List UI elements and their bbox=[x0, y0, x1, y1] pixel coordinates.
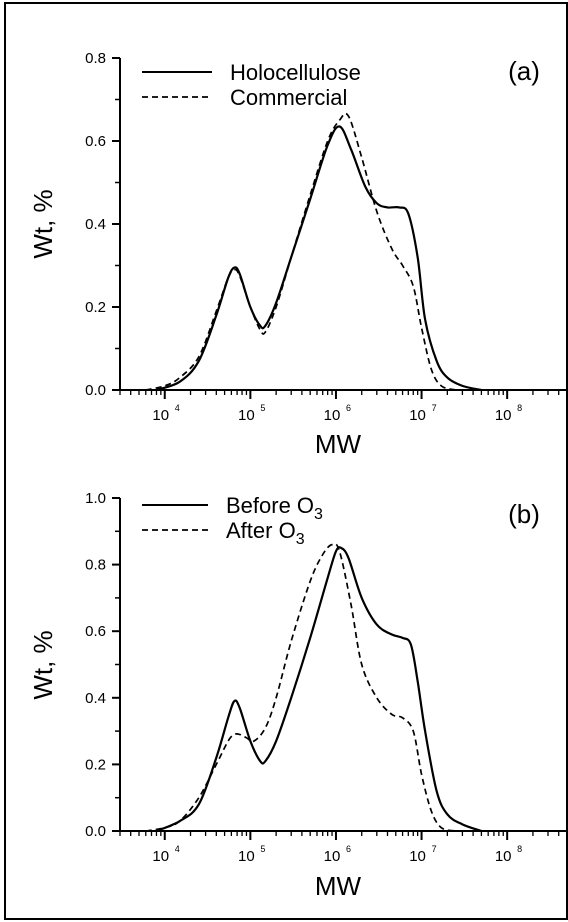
panel-a-tag: (a) bbox=[508, 56, 540, 86]
panel-b-xtick-label: 10 bbox=[495, 848, 512, 865]
legend-before-o3-label: Before O3 bbox=[226, 493, 323, 523]
panel-a-series-solid-line bbox=[156, 125, 482, 392]
panel-b-plot bbox=[145, 543, 482, 833]
panel-b-series-dashed-line bbox=[145, 543, 456, 832]
panel-a-axes: 0.0 0.2 0.4 0.6 0.8 10 4 10 5 10 6 10 7 10 8 bbox=[85, 50, 568, 424]
panel-a-plot bbox=[145, 112, 482, 392]
figure-border bbox=[4, 2, 568, 920]
panel-b-xlabel: MW bbox=[315, 871, 362, 901]
panel-b-ytick-label: 1.0 bbox=[85, 490, 106, 507]
panel-a-ylabel: Wt, % bbox=[28, 189, 58, 258]
panel-a-xtick-exponent: 4 bbox=[175, 403, 180, 413]
panel-b-xtick-exponent: 8 bbox=[517, 844, 522, 854]
panel-b-xtick-label: 10 bbox=[324, 848, 341, 865]
panel-a-xtick-exponent: 7 bbox=[432, 403, 437, 413]
panel-a-xtick-label: 10 bbox=[409, 407, 426, 424]
legend-holocellulose-label: Holocellulose bbox=[230, 60, 361, 85]
panel-a-xtick-exponent: 6 bbox=[346, 403, 351, 413]
legend-after-o3-label: After O3 bbox=[226, 518, 305, 548]
panel-a: Wt, % MW (a) Holocellulose Commercial 0.… bbox=[28, 50, 568, 459]
panel-b-xtick-exponent: 7 bbox=[432, 844, 437, 854]
panel-b: Wt, % MW (b) Before O3 After O3 0.00.20.… bbox=[28, 490, 568, 901]
panel-a-xtick-label: 10 bbox=[324, 407, 341, 424]
panel-b-ytick-label: 0.0 bbox=[85, 823, 106, 840]
panel-a-xtick-label: 10 bbox=[495, 407, 512, 424]
panel-b-axes: 0.0 0.2 0.4 0.6 0.8 1.0 10 4 10 5 10 6 10 7 10 8 bbox=[85, 490, 568, 865]
panel-b-ytick-label: 0.2 bbox=[85, 756, 106, 773]
panel-b-ylabel: Wt, % bbox=[28, 630, 58, 699]
panel-a-ytick-label: 0.6 bbox=[85, 133, 106, 150]
panel-a-ytick-label: 0.0 bbox=[85, 382, 106, 399]
panel-b-tag: (b) bbox=[508, 499, 540, 529]
panel-b-xtick-exponent: 6 bbox=[346, 844, 351, 854]
panel-b-xtick-label: 10 bbox=[152, 848, 169, 865]
panel-a-xtick-exponent: 5 bbox=[260, 403, 265, 413]
panel-a-xtick-label: 10 bbox=[152, 407, 169, 424]
panel-b-ytick-label: 0.6 bbox=[85, 623, 106, 640]
panel-b-xtick-exponent: 4 bbox=[175, 844, 180, 854]
panel-a-ytick-label: 0.8 bbox=[85, 50, 106, 67]
panel-a-ytick-label: 0.2 bbox=[85, 299, 106, 316]
panel-a-xtick-exponent: 8 bbox=[517, 403, 522, 413]
panel-b-xtick-label: 10 bbox=[409, 848, 426, 865]
panel-a-ytick-label: 0.4 bbox=[85, 216, 106, 233]
panel-b-xtick-exponent: 5 bbox=[260, 844, 265, 854]
panel-a-xlabel: MW bbox=[315, 429, 362, 459]
panel-a-legend: Holocellulose Commercial bbox=[142, 60, 361, 110]
panel-b-xtick-label: 10 bbox=[238, 848, 255, 865]
panel-b-ytick-label: 0.8 bbox=[85, 557, 106, 574]
panel-a-xtick-label: 10 bbox=[238, 407, 255, 424]
panel-b-ytick-label: 0.4 bbox=[85, 690, 106, 707]
panel-a-series-dashed-line bbox=[145, 112, 456, 391]
panel-b-legend: Before O3 After O3 bbox=[142, 493, 323, 548]
legend-commercial-label: Commercial bbox=[230, 85, 347, 110]
panel-b-series-solid-line bbox=[156, 546, 482, 833]
